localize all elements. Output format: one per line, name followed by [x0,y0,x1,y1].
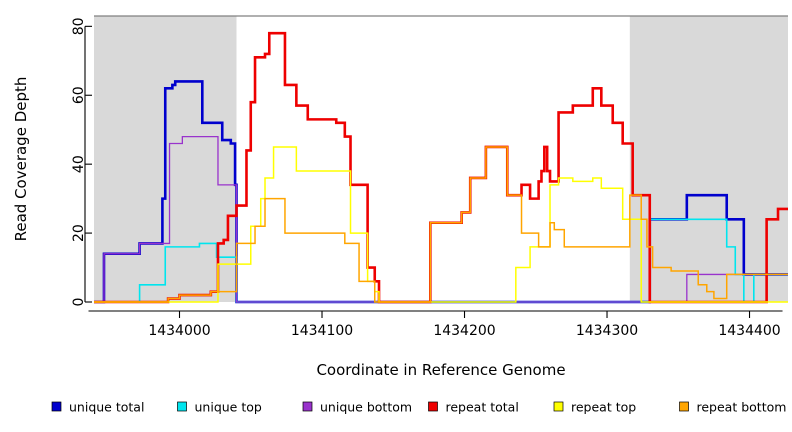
y-tick-label-40: 40 [71,155,87,173]
repeat-shading-regions [94,16,788,302]
y-tick-label-0: 0 [71,298,87,307]
shaded-region-1 [629,16,788,302]
y-tick-label-60: 60 [71,86,87,104]
x-axis-title: Coordinate in Reference Genome [316,361,565,379]
y-tick-label-80: 80 [71,17,87,35]
series-unique-total [94,80,788,304]
series-lines [94,31,788,304]
legend-label-repeat-total: repeat total [446,400,519,415]
legend-swatch-repeat-total [428,401,438,412]
legend-swatch-unique-top [177,401,187,412]
legend-swatch-unique-total [51,401,62,412]
legend-label-unique-top: unique top [195,400,262,415]
legend-label-repeat-bottom: repeat bottom [697,400,787,415]
axis-labels: Read Coverage Depth Coordinate in Referen… [12,77,566,379]
x-tick-label-1434200: 1434200 [433,323,495,339]
series-repeat-top [94,146,788,303]
legend-swatch-unique-bottom [302,401,313,412]
chart-legend: unique total unique top unique bottom repea… [51,400,787,415]
x-tick-label-1434100: 1434100 [291,323,353,339]
y-axis-title: Read Coverage Depth [12,77,30,242]
series-repeat-bottom [94,146,788,303]
x-tick-label-1434400: 1434400 [718,323,780,339]
series-unique-bottom [94,135,788,303]
legend-swatch-repeat-top [553,401,564,412]
legend-label-unique-bottom: unique bottom [320,400,412,415]
legend-label-unique-total: unique total [69,400,144,415]
axis-ticks: 0 20 40 60 80 1434000 1434100 1434200 1434300 143… [71,17,783,339]
x-tick-label-1434300: 1434300 [576,323,638,339]
y-tick-label-20: 20 [71,224,87,242]
legend-label-repeat-top: repeat top [571,400,636,415]
legend-swatch-repeat-bottom [679,401,689,412]
x-tick-label-1434000: 1434000 [148,323,210,339]
